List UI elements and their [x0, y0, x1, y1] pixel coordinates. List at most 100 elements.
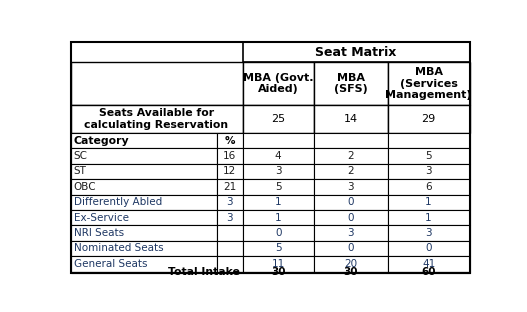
- Bar: [217, 271, 242, 273]
- Text: Seats Available for
calculating Reservation: Seats Available for calculating Reservat…: [84, 108, 229, 130]
- Bar: [242, 164, 314, 179]
- Text: 1: 1: [425, 197, 432, 207]
- Text: 3: 3: [347, 182, 354, 192]
- Bar: [217, 241, 242, 256]
- Bar: [387, 62, 470, 105]
- Text: ST: ST: [74, 166, 86, 176]
- Text: 3: 3: [275, 166, 281, 176]
- Bar: [217, 194, 242, 210]
- Text: 3: 3: [425, 228, 432, 238]
- Text: General Seats: General Seats: [74, 259, 147, 269]
- Text: NRI Seats: NRI Seats: [74, 228, 124, 238]
- Bar: [217, 148, 242, 164]
- Text: Seat Matrix: Seat Matrix: [316, 46, 397, 59]
- Text: 60: 60: [421, 267, 436, 277]
- Bar: [314, 194, 387, 210]
- Text: 2: 2: [347, 166, 354, 176]
- Text: 16: 16: [223, 151, 237, 161]
- Bar: [217, 179, 242, 194]
- Bar: [314, 148, 387, 164]
- Text: 41: 41: [422, 259, 435, 269]
- Text: 0: 0: [347, 243, 354, 253]
- Text: 5: 5: [275, 182, 281, 192]
- Text: 3: 3: [227, 212, 233, 223]
- Bar: [314, 241, 387, 256]
- Text: 0: 0: [275, 228, 281, 238]
- Text: 0: 0: [347, 212, 354, 223]
- Text: 1: 1: [425, 212, 432, 223]
- Text: 25: 25: [271, 114, 285, 124]
- Text: 3: 3: [227, 197, 233, 207]
- Text: Category: Category: [74, 136, 129, 146]
- Bar: [314, 164, 387, 179]
- Bar: [387, 241, 470, 256]
- Text: 3: 3: [425, 166, 432, 176]
- Text: Differently Abled: Differently Abled: [74, 197, 162, 207]
- Bar: [387, 105, 470, 133]
- Bar: [71, 225, 217, 241]
- Text: 5: 5: [275, 243, 281, 253]
- Text: 5: 5: [425, 151, 432, 161]
- Bar: [387, 133, 470, 148]
- Text: 29: 29: [422, 114, 436, 124]
- Bar: [387, 179, 470, 194]
- Bar: [387, 271, 470, 273]
- Text: 14: 14: [344, 114, 358, 124]
- Text: 11: 11: [271, 259, 285, 269]
- Bar: [242, 225, 314, 241]
- Bar: [71, 164, 217, 179]
- Bar: [71, 241, 217, 256]
- Bar: [71, 148, 217, 164]
- Bar: [242, 194, 314, 210]
- Bar: [314, 62, 387, 105]
- Bar: [387, 210, 470, 225]
- Bar: [71, 62, 242, 105]
- Bar: [387, 194, 470, 210]
- Bar: [242, 42, 470, 62]
- Bar: [314, 105, 387, 133]
- Bar: [242, 256, 314, 271]
- Bar: [387, 225, 470, 241]
- Bar: [387, 256, 470, 271]
- Text: MBA (Govt.
Aided): MBA (Govt. Aided): [243, 73, 314, 95]
- Text: 1: 1: [275, 197, 281, 207]
- Bar: [242, 62, 314, 105]
- Bar: [387, 148, 470, 164]
- Text: 3: 3: [347, 228, 354, 238]
- Text: 30: 30: [271, 267, 286, 277]
- Text: OBC: OBC: [74, 182, 96, 192]
- Text: Nominated Seats: Nominated Seats: [74, 243, 163, 253]
- Bar: [217, 133, 242, 148]
- Text: 4: 4: [275, 151, 281, 161]
- Text: %: %: [225, 136, 235, 146]
- Bar: [242, 179, 314, 194]
- Bar: [217, 225, 242, 241]
- Bar: [314, 210, 387, 225]
- Text: Ex-Service: Ex-Service: [74, 212, 129, 223]
- Bar: [217, 210, 242, 225]
- Text: 21: 21: [223, 182, 237, 192]
- Bar: [314, 256, 387, 271]
- Bar: [314, 179, 387, 194]
- Text: 12: 12: [223, 166, 237, 176]
- Bar: [71, 210, 217, 225]
- Bar: [242, 271, 314, 273]
- Bar: [217, 256, 242, 271]
- Text: 0: 0: [425, 243, 432, 253]
- Bar: [217, 164, 242, 179]
- Bar: [242, 210, 314, 225]
- Bar: [314, 225, 387, 241]
- Text: 30: 30: [344, 267, 358, 277]
- Bar: [242, 148, 314, 164]
- Text: Total Intake: Total Intake: [168, 267, 239, 277]
- Bar: [242, 105, 314, 133]
- Bar: [71, 133, 217, 148]
- Text: 2: 2: [347, 151, 354, 161]
- Bar: [71, 105, 242, 133]
- Text: MBA
(Services
Management): MBA (Services Management): [385, 67, 472, 100]
- Bar: [71, 194, 217, 210]
- Bar: [314, 133, 387, 148]
- Bar: [71, 256, 217, 271]
- Bar: [71, 271, 217, 273]
- Bar: [242, 241, 314, 256]
